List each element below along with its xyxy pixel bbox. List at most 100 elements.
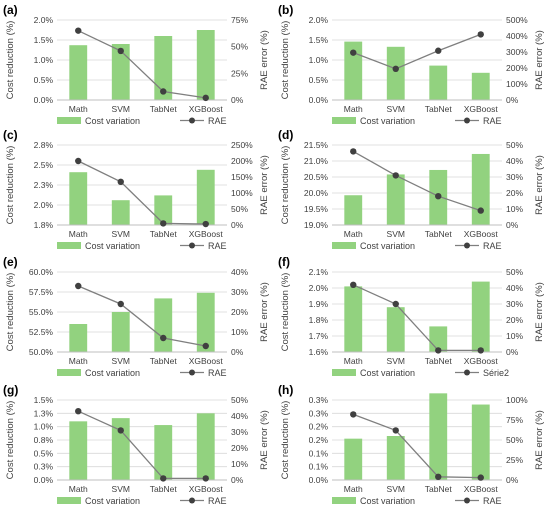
- y2-tick-label: 0%: [506, 475, 519, 485]
- bar: [111, 418, 130, 480]
- y-tick-label: 0.8%: [34, 435, 54, 445]
- x-tick-label: SVM: [387, 484, 405, 494]
- x-tick-label: Math: [69, 104, 88, 114]
- line-point: [75, 27, 82, 34]
- y-tick-label: 20.0%: [304, 188, 329, 198]
- legend-label-bar: Cost variation: [360, 368, 415, 378]
- bar: [344, 438, 363, 480]
- line-point: [350, 148, 357, 155]
- line-series: [353, 413, 481, 479]
- bar: [154, 425, 173, 480]
- x-tick-label: Math: [69, 229, 88, 239]
- x-tick-label: XGBoost: [464, 229, 499, 239]
- x-tick-label: TabNet: [425, 356, 453, 366]
- legend-label-line: Série2: [483, 368, 509, 378]
- y2-axis-title: RAE error (%): [259, 410, 270, 470]
- line-point: [160, 88, 167, 95]
- y2-axis-title: RAE error (%): [259, 30, 270, 90]
- line-point: [75, 282, 82, 290]
- y-tick-label: 1.6%: [309, 347, 329, 357]
- y2-tick-label: 0%: [506, 95, 519, 105]
- panel-a: (a) 0.0% 0.5% 1.0% 1.5% 2.0% 0% 25% 50% 75% Cost r…: [3, 3, 270, 126]
- x-tick-label: XGBoost: [189, 356, 224, 366]
- y2-tick-label: 75%: [231, 15, 248, 25]
- y-tick-label: 1.5%: [309, 35, 329, 45]
- y-tick-label: 0.3%: [309, 408, 329, 418]
- x-tick-label: TabNet: [150, 484, 178, 494]
- y-tick-label: 0.3%: [34, 462, 54, 472]
- y-tick-label: 2.5%: [34, 160, 54, 170]
- bar: [386, 307, 405, 352]
- x-tick-label: Math: [69, 356, 88, 366]
- y-axis-title: Cost reduction (%): [280, 146, 291, 225]
- y-tick-label: 0.0%: [34, 95, 54, 105]
- line-point: [202, 94, 209, 102]
- y2-tick-label: 0%: [231, 95, 244, 105]
- y2-tick-label: 40%: [506, 283, 523, 293]
- x-tick-label: SVM: [387, 229, 405, 239]
- legend-label-line: RAE: [208, 496, 227, 506]
- line-point: [160, 475, 167, 482]
- y2-tick-label: 0%: [506, 220, 519, 230]
- x-tick-label: TabNet: [150, 229, 178, 239]
- x-tick-label: SVM: [112, 229, 130, 239]
- y2-axis-title: RAE error (%): [534, 282, 545, 342]
- legend-label-line: RAE: [483, 496, 502, 506]
- legend-label-bar: Cost variation: [360, 241, 415, 251]
- line-point: [477, 347, 484, 354]
- y2-tick-label: 20%: [231, 307, 248, 317]
- y2-tick-label: 10%: [506, 204, 523, 214]
- y2-tick-label: 50%: [231, 204, 248, 214]
- bar: [69, 45, 88, 100]
- line-point: [350, 281, 357, 288]
- legend-swatch-marker: [189, 369, 195, 376]
- x-tick-label: XGBoost: [464, 484, 499, 494]
- y-tick-label: 0.1%: [309, 462, 329, 472]
- x-tick-label: Math: [344, 356, 363, 366]
- y-axis-title: Cost reduction (%): [280, 401, 291, 480]
- y-tick-label: 19.0%: [304, 220, 329, 230]
- panel-g: (g) 0.0% 0.3% 0.5% 0.8% 1.0% 1.3% 1.5% 0% 10% 20% 3…: [3, 383, 270, 506]
- y-tick-label: 0.3%: [309, 395, 329, 405]
- bar: [111, 312, 130, 352]
- y-tick-label: 1.3%: [34, 408, 54, 418]
- line-point: [477, 207, 484, 214]
- legend-label-line: RAE: [208, 116, 227, 126]
- y-tick-label: 1.9%: [309, 299, 329, 309]
- legend-label-bar: Cost variation: [85, 241, 140, 251]
- y2-tick-label: 100%: [506, 79, 528, 89]
- x-tick-label: Math: [344, 104, 363, 114]
- bar: [69, 324, 88, 352]
- y2-tick-label: 10%: [506, 331, 523, 341]
- y2-tick-label: 200%: [506, 63, 528, 73]
- y-tick-label: 2.0%: [309, 15, 329, 25]
- y2-tick-label: 75%: [506, 415, 523, 425]
- y-tick-label: 0.5%: [309, 75, 329, 85]
- x-tick-label: SVM: [112, 104, 130, 114]
- bar: [196, 292, 215, 352]
- line-point: [435, 47, 442, 54]
- line-point: [75, 157, 82, 165]
- y-tick-label: 2.3%: [34, 180, 54, 190]
- panel-label: (a): [3, 3, 18, 17]
- y2-axis-title: RAE error (%): [259, 155, 270, 215]
- legend-swatch-bar: [332, 369, 356, 376]
- legend-swatch-marker: [464, 117, 470, 124]
- y2-tick-label: 40%: [231, 411, 248, 421]
- bar: [429, 393, 448, 480]
- bar: [69, 172, 88, 225]
- y-tick-label: 1.8%: [309, 315, 329, 325]
- y-tick-label: 57.5%: [29, 287, 54, 297]
- y2-tick-label: 400%: [506, 31, 528, 41]
- y-tick-label: 1.5%: [34, 395, 54, 405]
- y2-axis-title: RAE error (%): [534, 155, 545, 215]
- line-point: [435, 193, 442, 200]
- bar: [154, 195, 173, 225]
- y-tick-label: 21.0%: [304, 156, 329, 166]
- line-series: [352, 150, 481, 212]
- y2-tick-label: 25%: [231, 68, 248, 78]
- line-point: [350, 411, 357, 418]
- line-series: [77, 30, 206, 99]
- y2-tick-label: 25%: [506, 455, 523, 465]
- x-tick-label: Math: [69, 484, 88, 494]
